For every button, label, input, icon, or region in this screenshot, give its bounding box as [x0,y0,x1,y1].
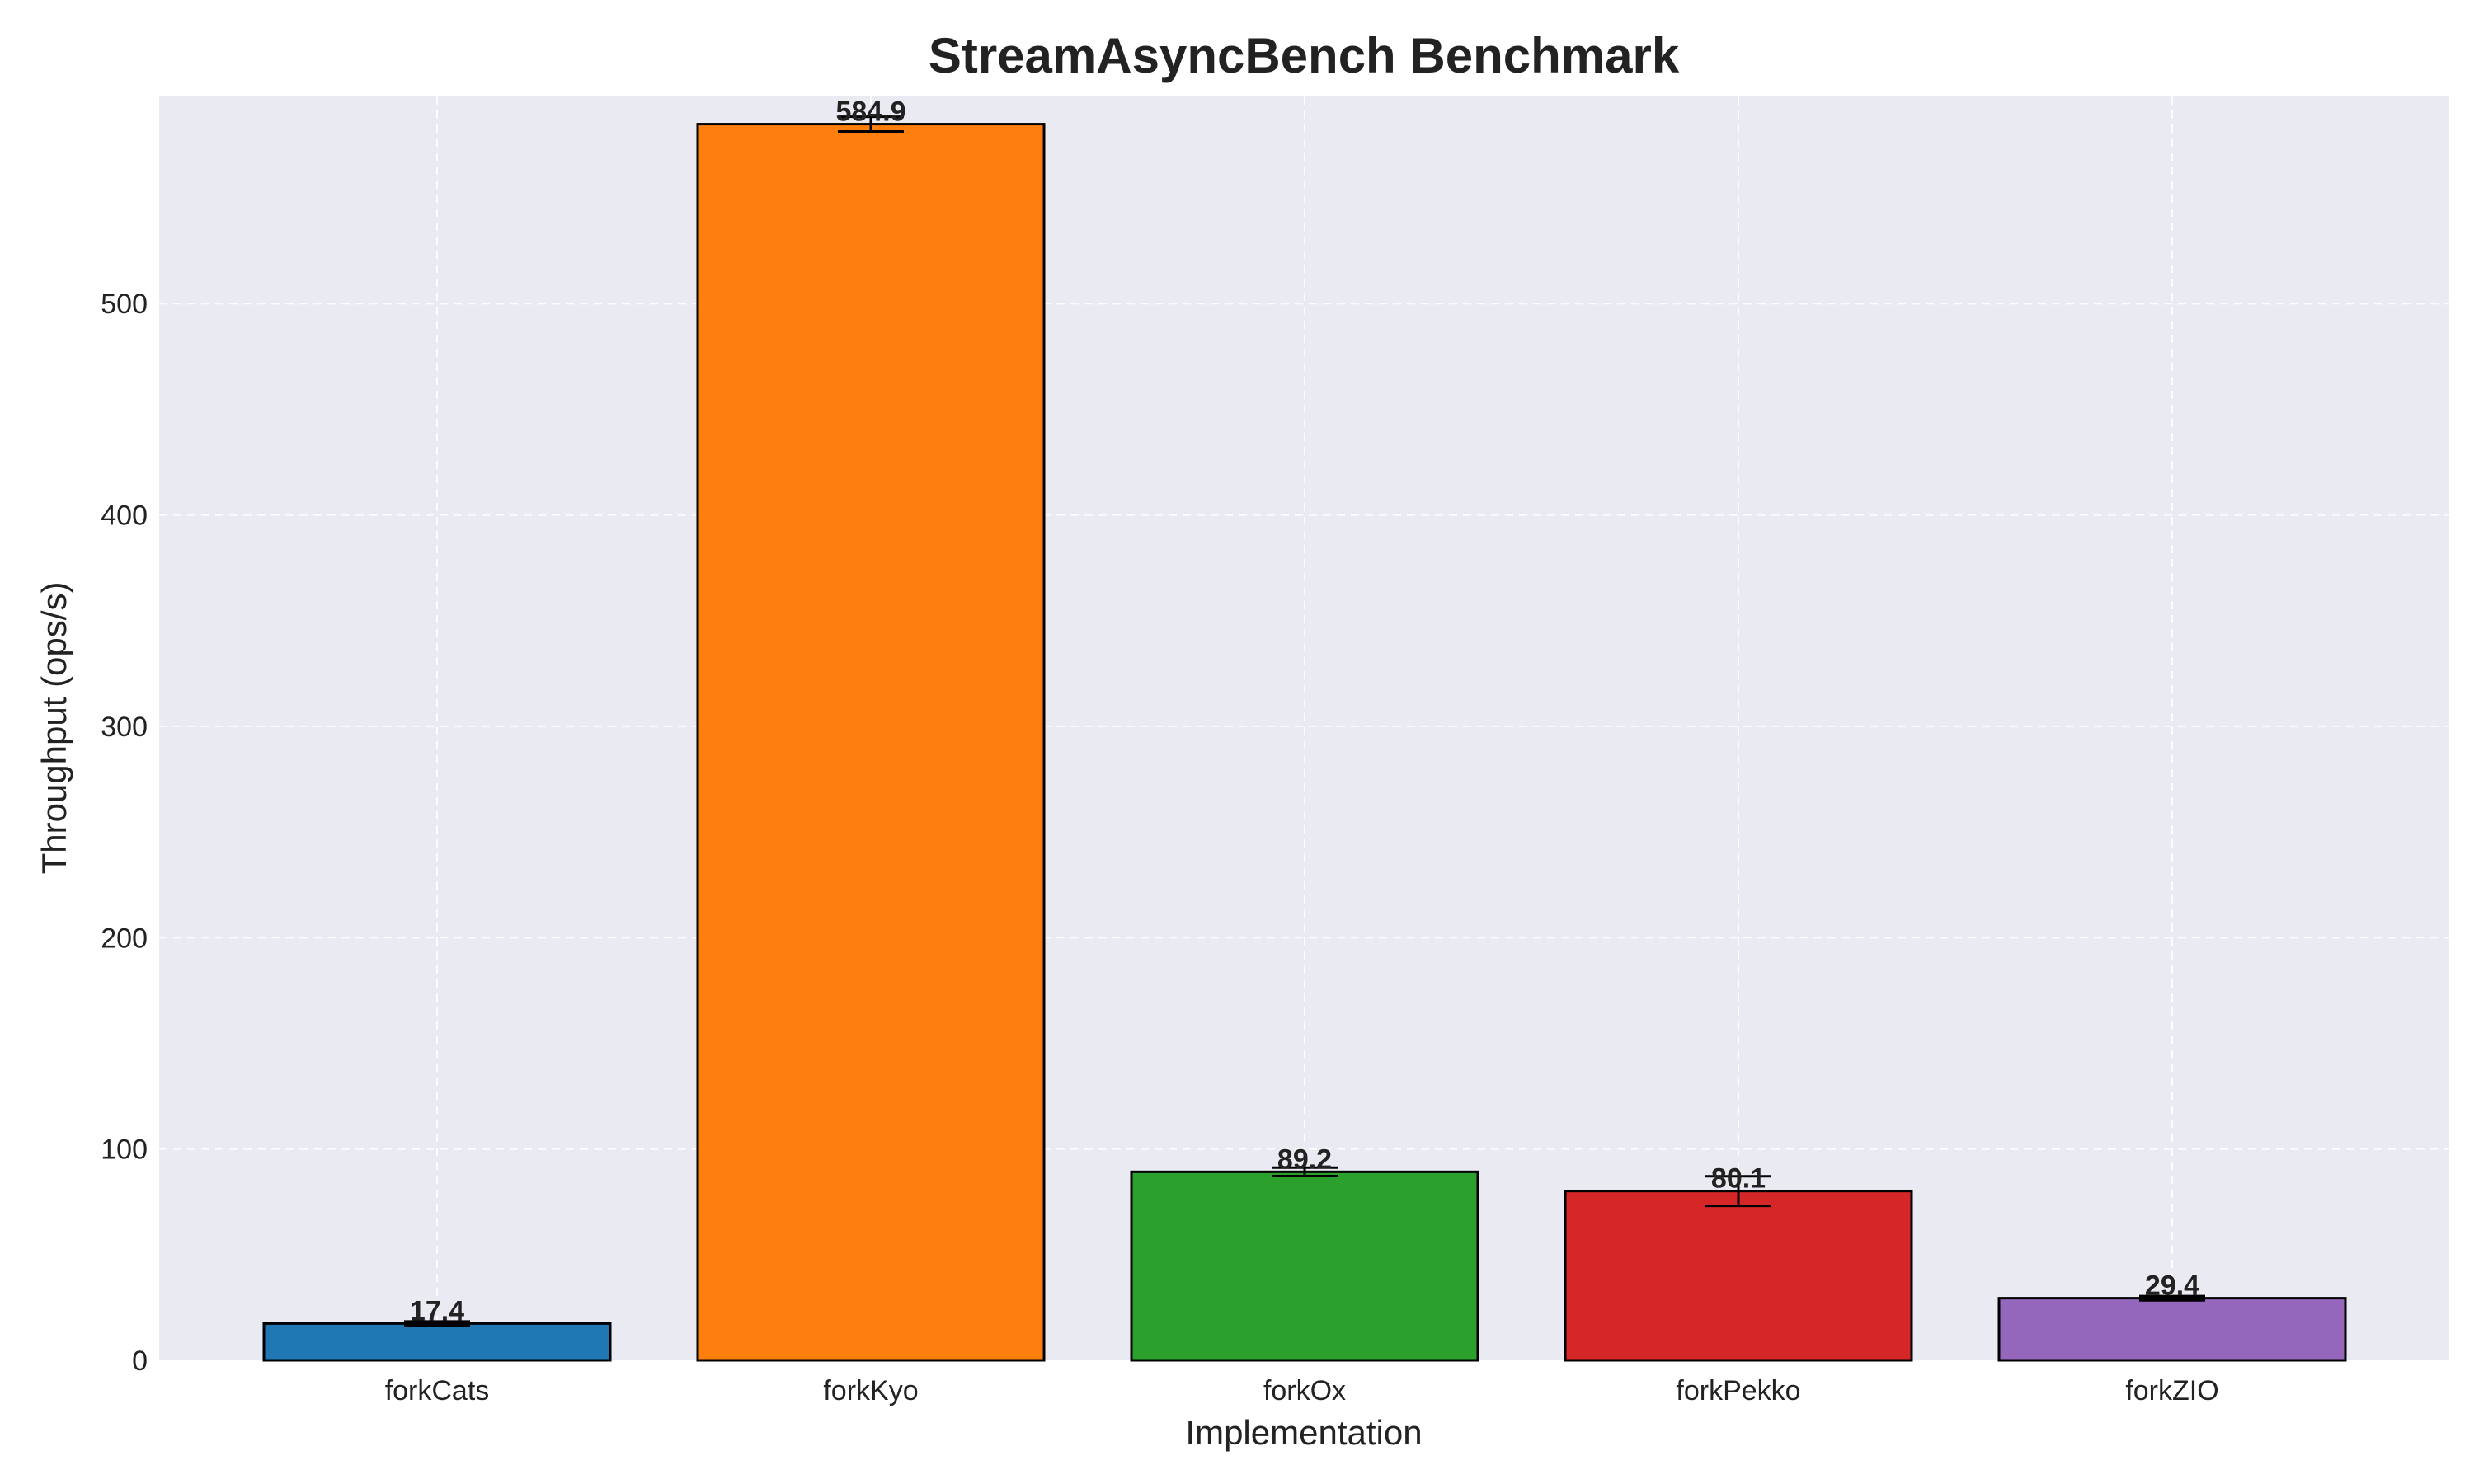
bar-forkOx [1130,1170,1479,1362]
x-axis-ticks: forkCats forkKyo forkOx forkPekko forkZIO [385,1375,2219,1407]
chart-title: StreamAsyncBench Benchmark [929,28,1680,83]
y-tick-label: 400 [101,500,148,532]
data-labels-group: 17.4 584.9 89.2 80.1 29.4 [410,96,2199,1327]
bar-forkZIO [1997,1297,2347,1362]
data-label-forkCats: 17.4 [410,1295,464,1327]
y-tick-label: 300 [101,711,148,743]
x-tick-label: forkCats [385,1375,490,1407]
error-bar-forkOx [1272,1166,1338,1177]
data-label-forkPekko: 80.1 [1711,1163,1766,1195]
y-axis-ticks: 0 100 200 300 400 500 [101,289,148,1377]
error-bar-forkZIO [2139,1294,2205,1302]
data-label-forkZIO: 29.4 [2145,1270,2199,1302]
x-tick-label: forkZIO [2125,1375,2218,1407]
error-bars-group [404,115,2205,1327]
data-label-forkOx: 89.2 [1277,1144,1332,1175]
bars-group [262,123,2347,1362]
error-bar-forkPekko [1705,1175,1771,1208]
y-tick-label: 200 [101,923,148,954]
bar-forkPekko [1564,1190,1913,1362]
error-bar-forkKyo [838,115,904,134]
y-axis-label: Throughput (ops/s) [35,582,73,875]
x-tick-label: forkOx [1263,1375,1346,1407]
y-tick-label: 0 [132,1345,148,1377]
y-tick-label: 500 [101,289,148,320]
bar-forkKyo [696,123,1046,1362]
x-tick-label: forkKyo [823,1375,918,1407]
bar-forkCats [262,1322,612,1362]
x-tick-label: forkPekko [1676,1375,1800,1407]
data-label-forkKyo: 584.9 [835,96,905,128]
x-axis-label: Implementation [1185,1413,1422,1452]
error-bar-forkCats [404,1320,470,1327]
grid-lines [159,96,2449,1360]
y-tick-label: 100 [101,1134,148,1166]
